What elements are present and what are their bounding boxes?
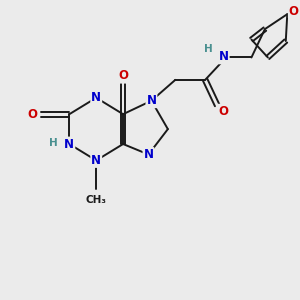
Text: O: O [289,5,299,18]
Text: O: O [28,108,38,121]
Text: N: N [64,137,74,151]
Text: N: N [219,50,229,63]
Text: CH₃: CH₃ [86,195,107,206]
Text: N: N [91,91,101,104]
Text: O: O [118,70,128,83]
Text: O: O [218,105,228,118]
Text: H: H [204,44,212,53]
Text: N: N [91,154,101,167]
Text: H: H [49,137,57,148]
Text: N: N [143,148,154,161]
Text: N: N [146,94,156,107]
